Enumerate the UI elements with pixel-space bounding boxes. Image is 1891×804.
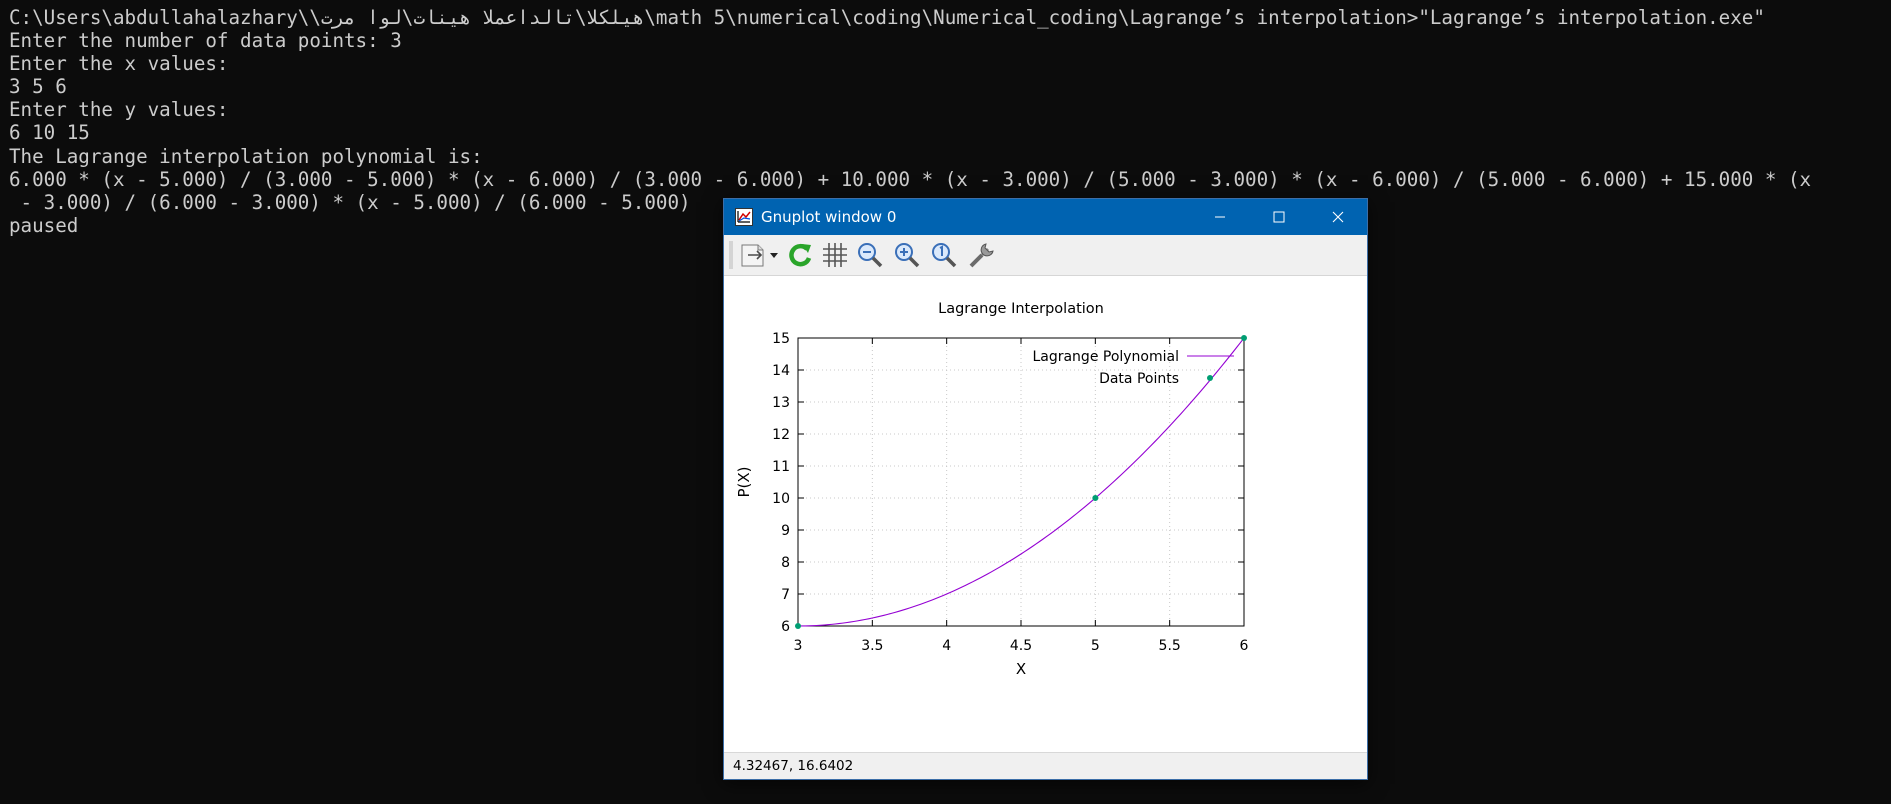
- y-tick-label: 9: [781, 523, 790, 539]
- export-dropdown-button[interactable]: [768, 239, 780, 271]
- zoom-in-icon: [895, 243, 920, 268]
- lagrange-polynomial-line: [797, 337, 1245, 627]
- minimize-icon: [1214, 216, 1225, 218]
- zoom-in-button[interactable]: [891, 239, 923, 271]
- console-line: Enter the x values:: [9, 52, 229, 76]
- zoom-reset-button[interactable]: [928, 239, 960, 271]
- y-tick-label: 10: [772, 491, 790, 507]
- replot-button[interactable]: [784, 239, 816, 271]
- data-point: [1092, 495, 1099, 501]
- x-tick-label: 4: [942, 638, 951, 654]
- y-tick-label: 13: [772, 395, 790, 411]
- grid-toggle-button[interactable]: [819, 239, 851, 271]
- y-tick-label: 11: [772, 459, 790, 475]
- y-tick-label: 8: [781, 555, 790, 571]
- data-point: [1241, 335, 1247, 341]
- settings-button[interactable]: [965, 239, 997, 271]
- gnuplot-window[interactable]: Gnuplot window 0: [723, 198, 1368, 780]
- plot-area[interactable]: 3 3.5 4 4.5 5 5.5 6 6 7 8 9 10 11 12 13 14 15 Lagrange In…: [724, 276, 1367, 753]
- x-tick-label: 5: [1091, 638, 1100, 654]
- chart-title: Lagrange Interpolation: [938, 301, 1104, 317]
- zoom-reset-icon: [932, 243, 957, 268]
- console-line: 6 10 15: [9, 121, 90, 145]
- x-tick-label: 5.5: [1159, 638, 1181, 654]
- toolbar-grip-icon: [729, 241, 733, 269]
- maximize-icon: [1273, 211, 1284, 223]
- console-line: paused: [9, 213, 79, 237]
- x-tick-label: 6: [1240, 638, 1249, 654]
- gnuplot-app-icon: [735, 208, 753, 226]
- grid-icon: [823, 243, 847, 267]
- data-point: [795, 623, 801, 629]
- zoom-out-icon: [858, 243, 883, 268]
- y-tick-label: 12: [772, 427, 790, 443]
- console-line: C:\Users\abdullahalazhary\\هيلكلا\تالداع…: [9, 6, 1765, 29]
- window-titlebar[interactable]: Gnuplot window 0: [724, 199, 1367, 235]
- y-tick-label: 7: [781, 587, 790, 603]
- status-bar: 4.32467, 16.6402: [724, 752, 1367, 779]
- legend-label-points: Data Points: [1099, 371, 1179, 387]
- dropdown-arrow-icon: [770, 253, 778, 258]
- minimize-button[interactable]: [1190, 199, 1249, 235]
- y-tick-label: 6: [781, 619, 790, 635]
- maximize-button[interactable]: [1249, 199, 1308, 235]
- close-icon: [1332, 211, 1343, 223]
- copy-export-button[interactable]: [738, 239, 768, 271]
- mouse-coordinates: 4.32467, 16.6402: [733, 758, 854, 774]
- x-tick-label: 4.5: [1010, 638, 1032, 654]
- y-axis-label: P(X): [735, 466, 753, 497]
- console-line: Enter the number of data points: 3: [9, 29, 402, 53]
- y-tick-label: 15: [772, 331, 790, 347]
- gnuplot-toolbar: [724, 235, 1367, 276]
- copy-export-icon: [741, 244, 764, 267]
- lagrange-chart: 3 3.5 4 4.5 5 5.5 6 6 7 8 9 10 11 12 13 14 15 Lagrange In…: [735, 301, 1249, 678]
- legend-swatch-points: [1207, 375, 1213, 381]
- x-axis-label: X: [1016, 660, 1026, 678]
- console-output: C:\Users\abdullahalazhary\\هيلكلا\تالداع…: [9, 6, 1884, 237]
- x-tick-label: 3: [794, 638, 803, 654]
- console-line: Enter the y values:: [9, 98, 229, 122]
- replot-icon: [789, 243, 812, 267]
- close-button[interactable]: [1308, 199, 1367, 235]
- console-line: - 3.000) / (6.000 - 3.000) * (x - 5.000)…: [9, 190, 691, 214]
- console-line: 6.000 * (x - 5.000) / (3.000 - 5.000) * …: [9, 167, 1812, 191]
- x-tick-label: 3.5: [861, 638, 883, 654]
- zoom-out-button[interactable]: [854, 239, 886, 271]
- window-title: Gnuplot window 0: [761, 208, 897, 226]
- console-line: The Lagrange interpolation polynomial is…: [9, 144, 483, 168]
- console-line: 3 5 6: [9, 75, 67, 99]
- legend-label-polynomial: Lagrange Polynomial: [1032, 349, 1179, 365]
- y-tick-label: 14: [772, 363, 790, 379]
- settings-wrench-icon: [969, 243, 994, 268]
